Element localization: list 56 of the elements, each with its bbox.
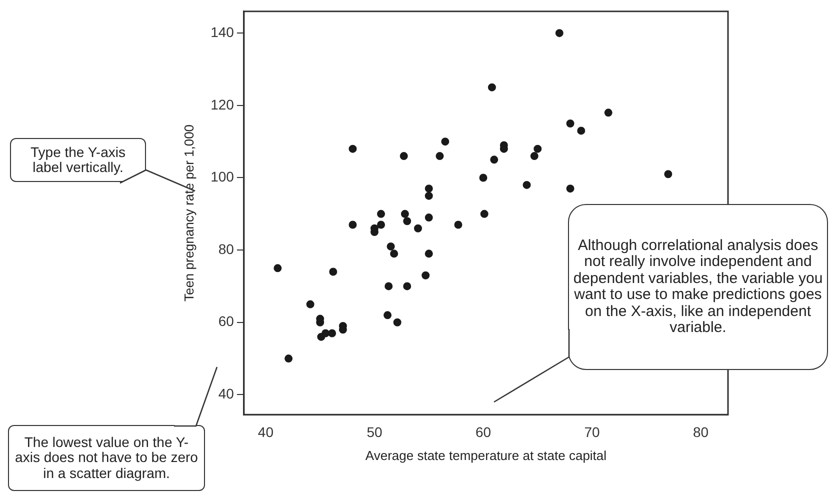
annotation: Although correlational analysis does not really involve independent and dependent variables, the variable you want to use to make predictions goes on the X-axis, like an independent variable. (573, 236, 823, 336)
point (422, 271, 430, 280)
speech-bubble: Although correlational analysis does not really involve independent and dependent variables, the variable you want to use to make predictions goes on the X-axis, like an independent variable. (568, 204, 828, 370)
point (664, 170, 672, 178)
point (488, 83, 496, 92)
point (566, 120, 574, 128)
y-tick-label: 140 (210, 24, 234, 40)
point (424, 250, 433, 258)
point (530, 152, 538, 160)
y-tick-label: 40 (218, 386, 234, 402)
point (386, 242, 395, 250)
x-axis-title: Average state temperature at state capital (365, 448, 607, 463)
y-tick-label: 120 (210, 96, 234, 112)
point (377, 220, 386, 229)
point (403, 217, 412, 226)
point (604, 108, 612, 117)
point (348, 220, 357, 229)
point (393, 318, 402, 326)
x-tick-label: 40 (258, 424, 274, 440)
point (403, 282, 412, 290)
point (390, 250, 398, 258)
point (414, 224, 422, 232)
point (306, 300, 314, 308)
y-tick-label: 100 (210, 168, 234, 185)
point (274, 264, 282, 272)
point (400, 210, 409, 218)
point (384, 282, 393, 290)
point (322, 329, 330, 338)
point (424, 214, 433, 222)
point (384, 311, 392, 320)
point (566, 184, 574, 193)
point (454, 220, 462, 229)
point (534, 144, 542, 153)
x-tick-label: 70 (584, 424, 600, 440)
point (328, 329, 336, 338)
point (348, 144, 357, 153)
point (479, 174, 488, 182)
x-tick-label: 50 (366, 424, 382, 440)
point (436, 152, 444, 160)
point (490, 156, 498, 164)
point (522, 180, 531, 189)
y-tick-label: 80 (218, 240, 234, 257)
point (480, 210, 488, 218)
x-tick-label: 60 (475, 424, 492, 440)
point (329, 268, 338, 276)
x-tick-label: 80 (693, 424, 709, 440)
speech-bubble: The lowest value on the Y- axis does not have to be zero in a scatter diagram. (8, 425, 205, 491)
point (284, 354, 293, 363)
point (441, 138, 450, 146)
point (424, 192, 433, 200)
y-tick-label: 60 (218, 313, 234, 330)
point (577, 126, 586, 135)
point (424, 184, 433, 193)
point (377, 210, 386, 218)
point (555, 29, 564, 38)
point (400, 152, 408, 160)
